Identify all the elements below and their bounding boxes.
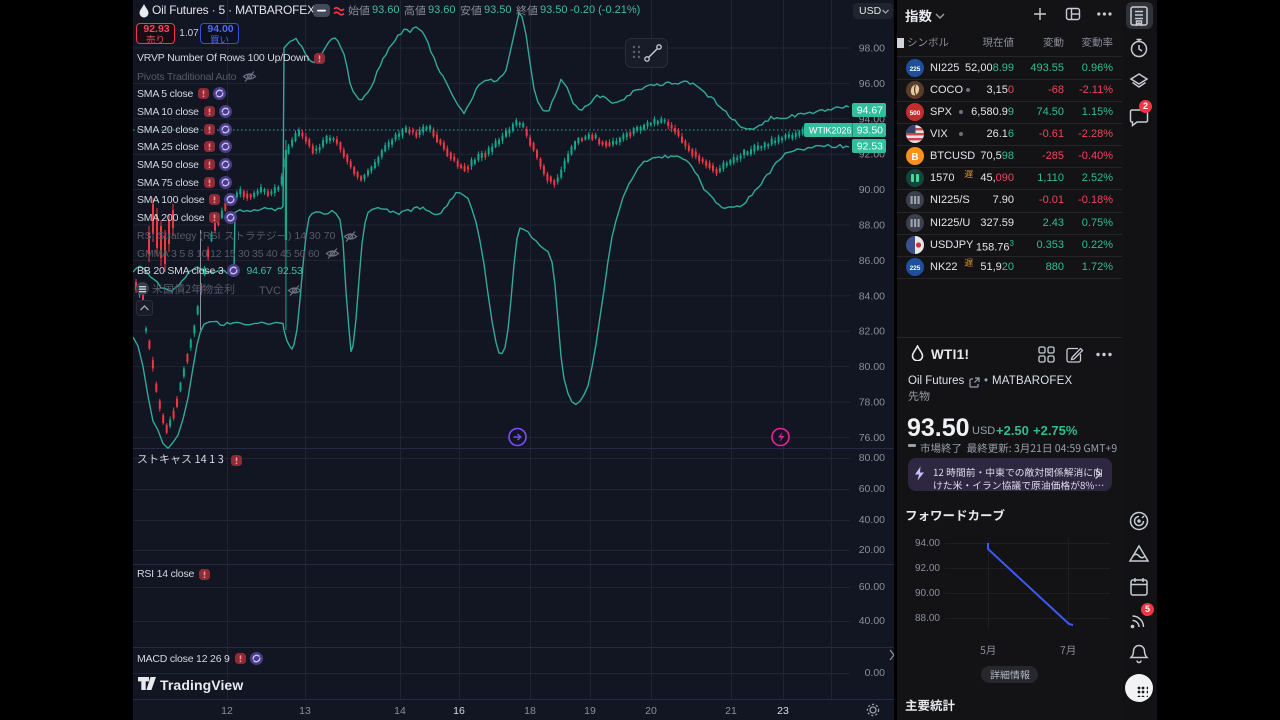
svg-text:96.00: 96.00 [859, 78, 885, 90]
svg-text:60.00: 60.00 [859, 581, 885, 593]
svg-text:92.53: 92.53 [857, 141, 883, 153]
svg-text:82.00: 82.00 [859, 326, 885, 338]
svg-text:225: 225 [910, 66, 921, 73]
svg-text:60.00: 60.00 [859, 483, 885, 495]
svg-text:94.67: 94.67 [857, 105, 883, 117]
svg-text:80.00: 80.00 [859, 452, 885, 464]
svg-text:40.00: 40.00 [859, 615, 885, 627]
svg-text:86.00: 86.00 [859, 255, 885, 267]
svg-text:12: 12 [221, 705, 233, 717]
svg-text:13: 13 [299, 705, 311, 717]
svg-text:90.00: 90.00 [915, 588, 940, 599]
svg-text:92.00: 92.00 [915, 563, 940, 574]
svg-text:500: 500 [910, 110, 921, 117]
svg-text:16: 16 [453, 705, 465, 717]
svg-text:40.00: 40.00 [859, 514, 885, 526]
svg-text:19: 19 [584, 705, 596, 717]
svg-text:0.00: 0.00 [865, 667, 886, 679]
svg-text:78.00: 78.00 [859, 397, 885, 409]
svg-text:14: 14 [394, 705, 406, 717]
svg-text:21: 21 [725, 705, 737, 717]
svg-text:B: B [911, 152, 918, 163]
svg-text:TradingView: TradingView [160, 677, 243, 693]
svg-text:88.00: 88.00 [859, 220, 885, 232]
svg-text:80.00: 80.00 [859, 361, 885, 373]
svg-text:90.00: 90.00 [859, 184, 885, 196]
svg-text:WTIK2026: WTIK2026 [809, 126, 852, 136]
svg-text:20: 20 [645, 705, 657, 717]
svg-text:225: 225 [910, 265, 921, 272]
svg-text:93.50: 93.50 [857, 125, 883, 137]
svg-text:84.00: 84.00 [859, 290, 885, 302]
svg-text:76.00: 76.00 [859, 432, 885, 444]
svg-text:98.00: 98.00 [859, 43, 885, 55]
svg-text:23: 23 [777, 705, 789, 717]
svg-text:20.00: 20.00 [859, 544, 885, 556]
svg-text:88.00: 88.00 [915, 613, 940, 624]
svg-text:18: 18 [524, 705, 536, 717]
svg-text:94.00: 94.00 [915, 538, 940, 549]
